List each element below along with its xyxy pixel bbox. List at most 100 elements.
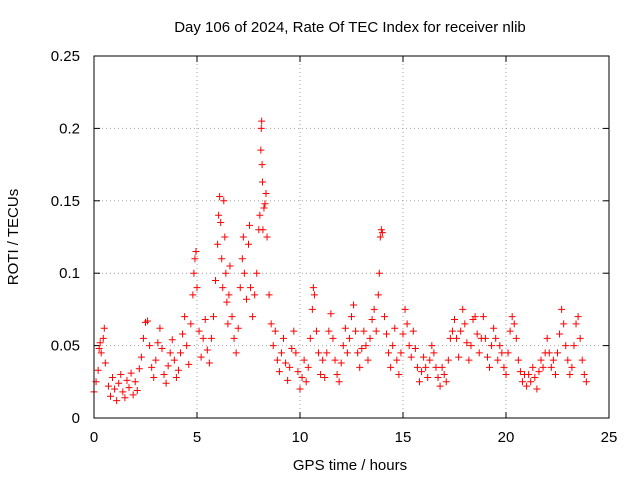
data-point bbox=[463, 339, 471, 347]
data-point bbox=[144, 317, 152, 325]
data-point bbox=[545, 349, 553, 357]
data-point bbox=[170, 356, 178, 364]
data-point bbox=[249, 313, 257, 321]
data-point bbox=[106, 392, 114, 400]
data-point bbox=[190, 269, 198, 277]
data-point bbox=[568, 363, 576, 371]
data-point bbox=[160, 371, 168, 379]
data-point bbox=[451, 316, 458, 324]
data-point bbox=[183, 342, 191, 350]
data-point bbox=[554, 349, 561, 357]
data-point bbox=[121, 394, 129, 402]
data-point bbox=[306, 334, 314, 342]
data-point bbox=[150, 373, 158, 381]
data-point bbox=[471, 313, 479, 321]
data-point bbox=[177, 349, 185, 357]
data-point bbox=[364, 356, 372, 364]
data-point bbox=[290, 327, 298, 335]
y-tick-label: 0.25 bbox=[51, 48, 80, 65]
data-point bbox=[516, 368, 524, 376]
data-point bbox=[308, 305, 316, 313]
data-point bbox=[185, 360, 193, 368]
data-point bbox=[298, 373, 306, 381]
y-tick-label: 0.2 bbox=[59, 120, 80, 137]
data-point bbox=[424, 373, 432, 381]
data-point bbox=[529, 363, 537, 371]
data-point bbox=[296, 385, 304, 393]
tick-labels: 0 5 10 15 20 25 0 0.05 0.1 0.15 0.2 0.25 bbox=[51, 48, 618, 446]
data-point bbox=[265, 291, 273, 299]
data-point bbox=[203, 346, 211, 354]
data-point bbox=[236, 284, 244, 292]
data-point bbox=[504, 349, 512, 357]
data-point bbox=[399, 330, 407, 338]
data-point bbox=[125, 384, 133, 392]
data-point bbox=[292, 349, 300, 357]
data-point bbox=[223, 298, 231, 306]
data-point bbox=[395, 371, 403, 379]
data-point bbox=[321, 373, 329, 381]
data-point bbox=[527, 378, 535, 386]
data-point bbox=[207, 334, 215, 342]
data-point bbox=[576, 334, 584, 342]
data-point bbox=[115, 379, 123, 387]
data-point bbox=[271, 327, 279, 335]
x-tick-label: 5 bbox=[193, 429, 201, 446]
data-point bbox=[375, 269, 383, 277]
data-point bbox=[362, 342, 370, 350]
data-point bbox=[380, 313, 388, 321]
data-point bbox=[383, 330, 391, 338]
data-point bbox=[117, 371, 125, 379]
data-point bbox=[139, 334, 147, 342]
data-point bbox=[310, 291, 318, 299]
data-point bbox=[263, 233, 271, 241]
data-point bbox=[99, 334, 107, 342]
chart-title: Day 106 of 2024, Rate Of TEC Index for r… bbox=[174, 19, 526, 36]
data-point bbox=[273, 356, 281, 364]
data-point bbox=[309, 284, 317, 292]
data-point bbox=[242, 295, 250, 303]
data-point bbox=[483, 353, 491, 361]
data-point bbox=[570, 342, 578, 350]
data-point bbox=[467, 342, 475, 350]
data-point bbox=[127, 369, 135, 377]
data-point bbox=[286, 363, 294, 371]
data-point bbox=[133, 386, 141, 394]
data-point bbox=[218, 255, 226, 263]
y-tick-label: 0.15 bbox=[51, 193, 80, 210]
data-point bbox=[228, 313, 236, 321]
data-point bbox=[199, 334, 207, 342]
data-point bbox=[374, 291, 382, 299]
data-point bbox=[156, 324, 164, 332]
data-point bbox=[234, 324, 242, 332]
data-point bbox=[498, 349, 506, 357]
data-point bbox=[411, 344, 419, 352]
data-point bbox=[537, 356, 545, 364]
data-point bbox=[389, 342, 397, 350]
data-point bbox=[393, 356, 401, 364]
data-point bbox=[440, 371, 448, 379]
data-point bbox=[490, 324, 498, 332]
data-point bbox=[337, 359, 345, 367]
plot-frame bbox=[93, 55, 610, 419]
y-tick-label: 0.05 bbox=[51, 338, 80, 355]
data-point bbox=[339, 342, 347, 350]
data-point bbox=[111, 385, 119, 393]
data-point bbox=[572, 320, 580, 328]
data-point bbox=[409, 327, 417, 335]
data-point bbox=[302, 378, 310, 386]
data-point bbox=[135, 365, 143, 373]
data-point bbox=[260, 204, 268, 212]
data-point bbox=[192, 247, 200, 255]
data-point bbox=[113, 397, 121, 405]
data-point bbox=[514, 356, 522, 364]
data-point bbox=[488, 342, 496, 350]
data-point bbox=[327, 310, 335, 318]
data-point bbox=[558, 305, 566, 313]
data-point bbox=[100, 324, 108, 332]
data-point bbox=[189, 291, 197, 299]
data-point bbox=[405, 342, 413, 350]
data-point bbox=[104, 382, 112, 390]
data-point bbox=[354, 349, 362, 357]
data-point bbox=[220, 197, 228, 205]
